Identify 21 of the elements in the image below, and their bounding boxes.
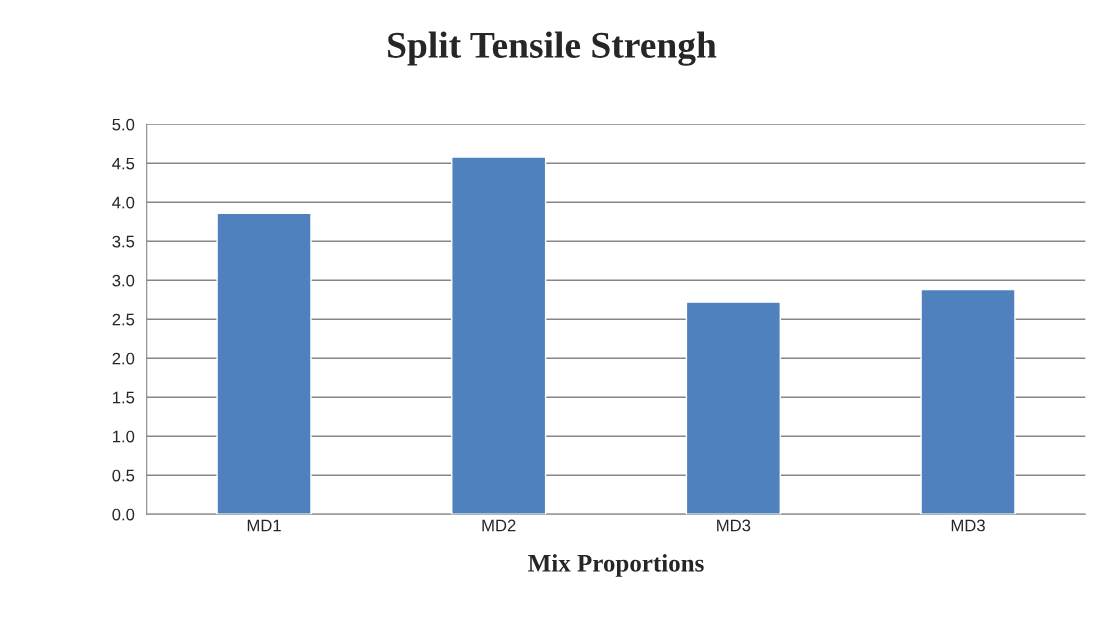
y-tick-label: 4.5: [112, 157, 135, 170]
chart-title: Split Tensile Strengh: [388, 31, 717, 66]
y-tick-label: 2.5: [112, 313, 135, 326]
x-tick-label: MD3: [717, 519, 751, 532]
y-tick-label: 0.0: [112, 508, 135, 521]
x-tick-label: MD2: [482, 519, 516, 532]
x-tick-label: MD3: [951, 519, 985, 532]
bar: [216, 212, 312, 515]
y-tick-label: 2.0: [112, 352, 135, 365]
y-tick-label: 5.0: [112, 118, 135, 131]
bar: [451, 156, 547, 515]
y-tick-label: 4.0: [112, 196, 135, 209]
x-tick-label: MD1: [247, 519, 281, 532]
y-tick-label: 1.5: [113, 391, 135, 404]
y-tick-label: 0.5: [112, 469, 135, 482]
y-tick-label: 3.5: [112, 235, 135, 248]
bar: [920, 288, 1016, 515]
y-tick-label: 1.0: [113, 430, 135, 443]
bar: [685, 301, 781, 515]
x-axis-title: Mix Proportions: [528, 554, 704, 577]
y-tick-label: 3.0: [112, 274, 135, 287]
